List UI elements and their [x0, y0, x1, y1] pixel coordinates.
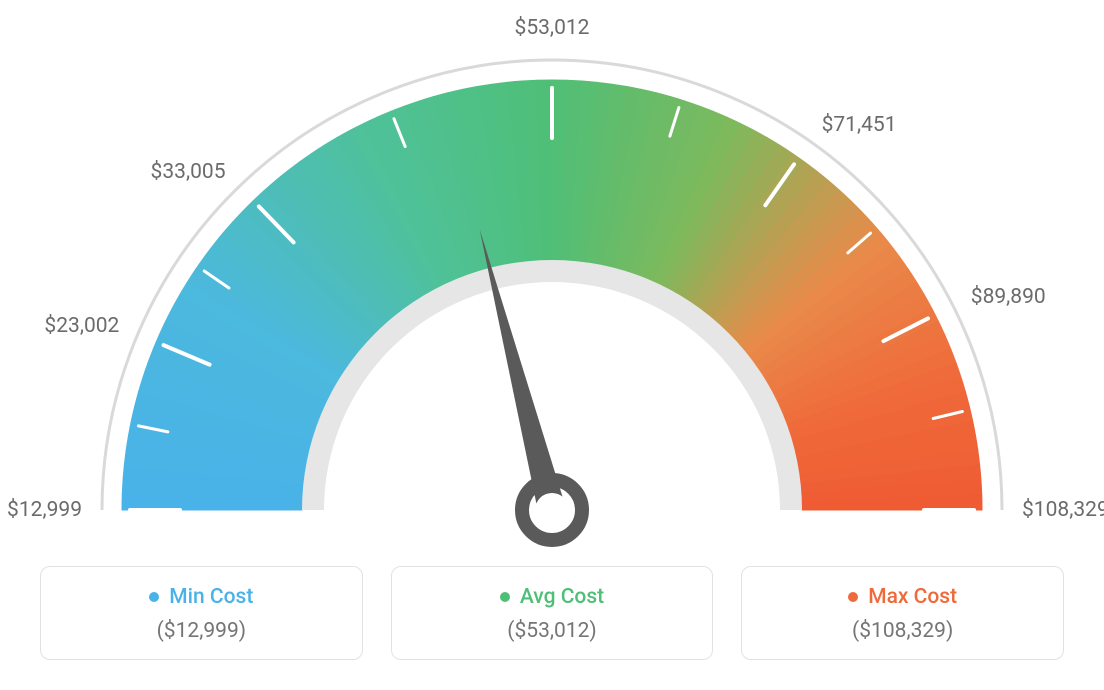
dot-avg-icon	[500, 592, 510, 602]
legend-value-avg: ($53,012)	[507, 619, 596, 643]
dot-min-icon	[149, 592, 159, 602]
legend-head-max: Max Cost	[848, 585, 957, 609]
legend-card-avg: Avg Cost ($53,012)	[391, 566, 714, 660]
gauge-svg	[0, 0, 1104, 560]
dot-max-icon	[848, 592, 858, 602]
scale-label: $12,999	[7, 498, 82, 522]
legend-value-min: ($12,999)	[157, 619, 246, 643]
legend-row: Min Cost ($12,999) Avg Cost ($53,012) Ma…	[40, 566, 1064, 660]
scale-label: $89,890	[971, 285, 1046, 309]
scale-label: $33,005	[151, 160, 226, 184]
scale-label: $108,329	[1022, 498, 1104, 522]
legend-value-max: ($108,329)	[852, 619, 953, 643]
scale-label: $71,451	[822, 113, 897, 137]
cost-gauge-chart: $12,999 $23,002 $33,005 $53,012 $71,451 $89,8…	[0, 0, 1104, 560]
legend-title-avg: Avg Cost	[520, 585, 604, 609]
legend-card-max: Max Cost ($108,329)	[741, 566, 1064, 660]
scale-label: $23,002	[44, 314, 119, 338]
legend-head-avg: Avg Cost	[500, 585, 604, 609]
gauge-arc	[122, 80, 982, 510]
legend-card-min: Min Cost ($12,999)	[40, 566, 363, 660]
legend-title-min: Min Cost	[169, 585, 253, 609]
legend-title-max: Max Cost	[868, 585, 957, 609]
legend-head-min: Min Cost	[149, 585, 253, 609]
scale-label: $53,012	[515, 16, 590, 40]
